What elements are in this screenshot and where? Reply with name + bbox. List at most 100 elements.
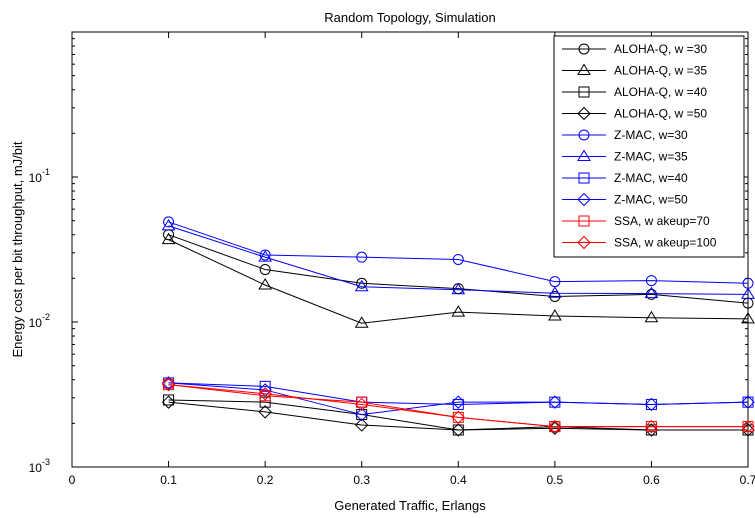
data-point xyxy=(644,310,659,323)
x-tick-label: 0.5 xyxy=(547,473,564,487)
data-point xyxy=(161,395,176,409)
data-point xyxy=(644,419,659,434)
x-tick-label: 0.7 xyxy=(740,473,755,487)
legend-marker xyxy=(577,63,591,75)
y-tick-label: 10-3 xyxy=(29,457,50,475)
series-line xyxy=(168,234,749,304)
data-point xyxy=(258,278,273,290)
plot-frame xyxy=(71,31,749,468)
data-point xyxy=(161,218,176,231)
legend-entry: SSA, w akeup=100 xyxy=(562,236,717,250)
legend-marker xyxy=(578,129,590,141)
legend-entry: ALOHA-Q, w =30 xyxy=(562,42,707,56)
x-tick-label: 0 xyxy=(69,473,76,487)
legend-marker xyxy=(577,149,591,161)
legend-entry: Z-MAC, w=30 xyxy=(562,128,688,142)
series-2 xyxy=(161,232,755,328)
legend-marker xyxy=(577,235,591,250)
legend-label: ALOHA-Q, w =30 xyxy=(614,42,707,56)
data-point xyxy=(259,264,271,276)
data-point xyxy=(547,286,562,298)
series-line xyxy=(168,221,749,284)
data-point xyxy=(258,387,272,401)
data-point xyxy=(356,251,368,263)
legend-marker xyxy=(577,106,591,121)
legend-entry: Z-MAC, w=35 xyxy=(562,150,688,164)
legend-marker xyxy=(578,43,590,55)
data-point xyxy=(451,410,465,425)
legend-entry: ALOHA-Q, w =40 xyxy=(562,85,707,99)
data-point xyxy=(161,232,176,245)
data-point xyxy=(258,405,272,419)
legend-box xyxy=(553,35,745,258)
data-point xyxy=(451,282,466,295)
data-point xyxy=(259,390,271,402)
data-point xyxy=(547,309,562,321)
legend-entry: ALOHA-Q, w =35 xyxy=(562,64,707,78)
series-layer xyxy=(161,216,755,437)
legend-entry: Z-MAC, w=40 xyxy=(562,171,688,185)
data-point xyxy=(258,250,273,262)
legend-label: ALOHA-Q, w =50 xyxy=(614,107,707,121)
data-point xyxy=(741,311,755,324)
x-tick-label: 0.4 xyxy=(450,473,467,487)
data-point xyxy=(644,397,659,412)
series-line xyxy=(168,384,748,428)
data-point xyxy=(356,396,368,408)
series-5 xyxy=(163,216,754,289)
chart-title: Random Topology, Simulation xyxy=(324,10,496,25)
data-point xyxy=(548,419,562,434)
data-point xyxy=(741,395,755,409)
series-line xyxy=(168,401,748,431)
legend-marker xyxy=(578,172,590,184)
data-point xyxy=(161,377,176,392)
legend-marker xyxy=(577,192,591,207)
data-point xyxy=(163,216,175,228)
series-line xyxy=(168,225,749,295)
legend-label: Z-MAC, w=40 xyxy=(614,171,688,185)
data-point xyxy=(451,395,465,409)
legend-label: Z-MAC, w=30 xyxy=(614,128,688,142)
data-point xyxy=(451,423,465,437)
data-point xyxy=(644,286,659,299)
data-point xyxy=(741,287,755,299)
legend-entry: ALOHA-Q, w =50 xyxy=(562,107,707,121)
series-line xyxy=(168,382,749,416)
data-point xyxy=(161,376,176,390)
x-tick-label: 0.6 xyxy=(643,473,660,487)
data-point xyxy=(259,396,271,408)
y-tick-label: 10-1 xyxy=(29,167,50,185)
data-point xyxy=(355,397,369,412)
legend-label: ALOHA-Q, w =35 xyxy=(614,64,707,78)
data-point xyxy=(741,419,755,434)
series-8 xyxy=(161,376,755,422)
y-axis-title: Energy cost per bit throughput, mJ/bit xyxy=(10,141,25,357)
data-point xyxy=(645,275,657,287)
legend-label: Z-MAC, w=50 xyxy=(614,193,688,207)
legend-label: SSA, w akeup=100 xyxy=(614,236,717,250)
data-point xyxy=(548,395,562,409)
series-10 xyxy=(161,377,755,434)
data-point xyxy=(645,288,657,300)
series-6 xyxy=(161,218,755,299)
data-point xyxy=(452,253,464,265)
x-tick-label: 0.1 xyxy=(160,473,177,487)
legend-label: Z-MAC, w=35 xyxy=(614,150,688,164)
legend: ALOHA-Q, w =30 ALOHA-Q, w =35 ALOHA-Q, w =… xyxy=(553,35,745,258)
legend-entry: Z-MAC, w=50 xyxy=(562,193,688,207)
data-point xyxy=(356,277,368,289)
data-point xyxy=(452,398,464,410)
data-point xyxy=(451,305,466,317)
data-point xyxy=(355,418,369,432)
legend-marker xyxy=(578,86,590,98)
data-point xyxy=(355,407,369,422)
legend-label: ALOHA-Q, w =40 xyxy=(614,85,707,99)
data-point xyxy=(259,249,271,261)
x-tick-label: 0.3 xyxy=(353,473,370,487)
y-tick-label: 10-2 xyxy=(29,312,50,330)
legend-label: SSA, w akeup=70 xyxy=(614,214,710,228)
series-line xyxy=(168,239,749,324)
data-point xyxy=(354,279,369,292)
axes: 0 0.1 0.2 0.3 0.4 0.5 0.6 0.7 10-3 10-2 10-1 xyxy=(29,31,755,487)
